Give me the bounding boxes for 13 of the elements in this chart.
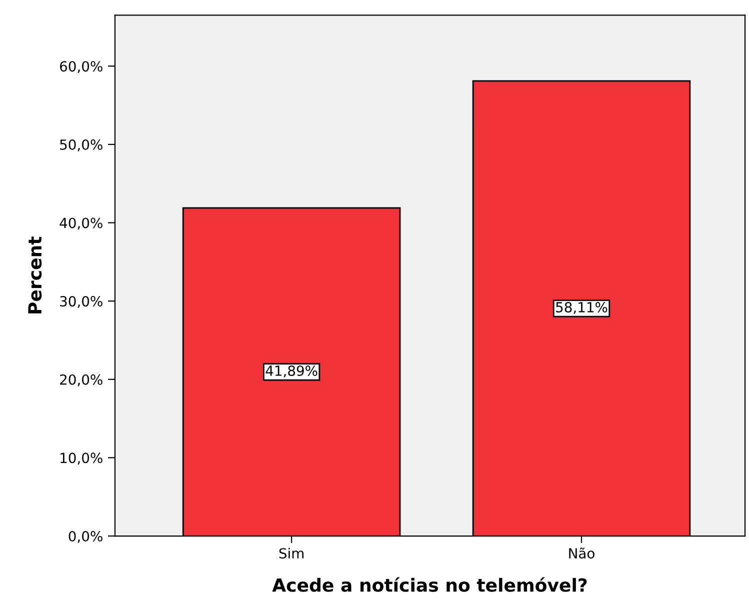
data-label: 41,89% bbox=[266, 366, 318, 378]
y-tick-label: 0,0% bbox=[68, 530, 102, 543]
y-axis-title: Percent bbox=[28, 236, 42, 314]
x-axis-title: Acede a notícias no telemóvel? bbox=[272, 577, 587, 592]
y-tick-label: 30,0% bbox=[60, 296, 102, 308]
data-label: 58,11% bbox=[556, 302, 608, 314]
x-tick-label: Não bbox=[569, 548, 594, 559]
y-tick-label: 20,0% bbox=[60, 374, 102, 386]
y-tick-label: 50,0% bbox=[60, 139, 102, 152]
x-tick-label: Sim bbox=[279, 548, 304, 559]
y-tick-label: 10,0% bbox=[60, 452, 102, 465]
y-tick-label: 40,0% bbox=[60, 218, 102, 230]
y-tick-label: 60,0% bbox=[60, 61, 102, 73]
